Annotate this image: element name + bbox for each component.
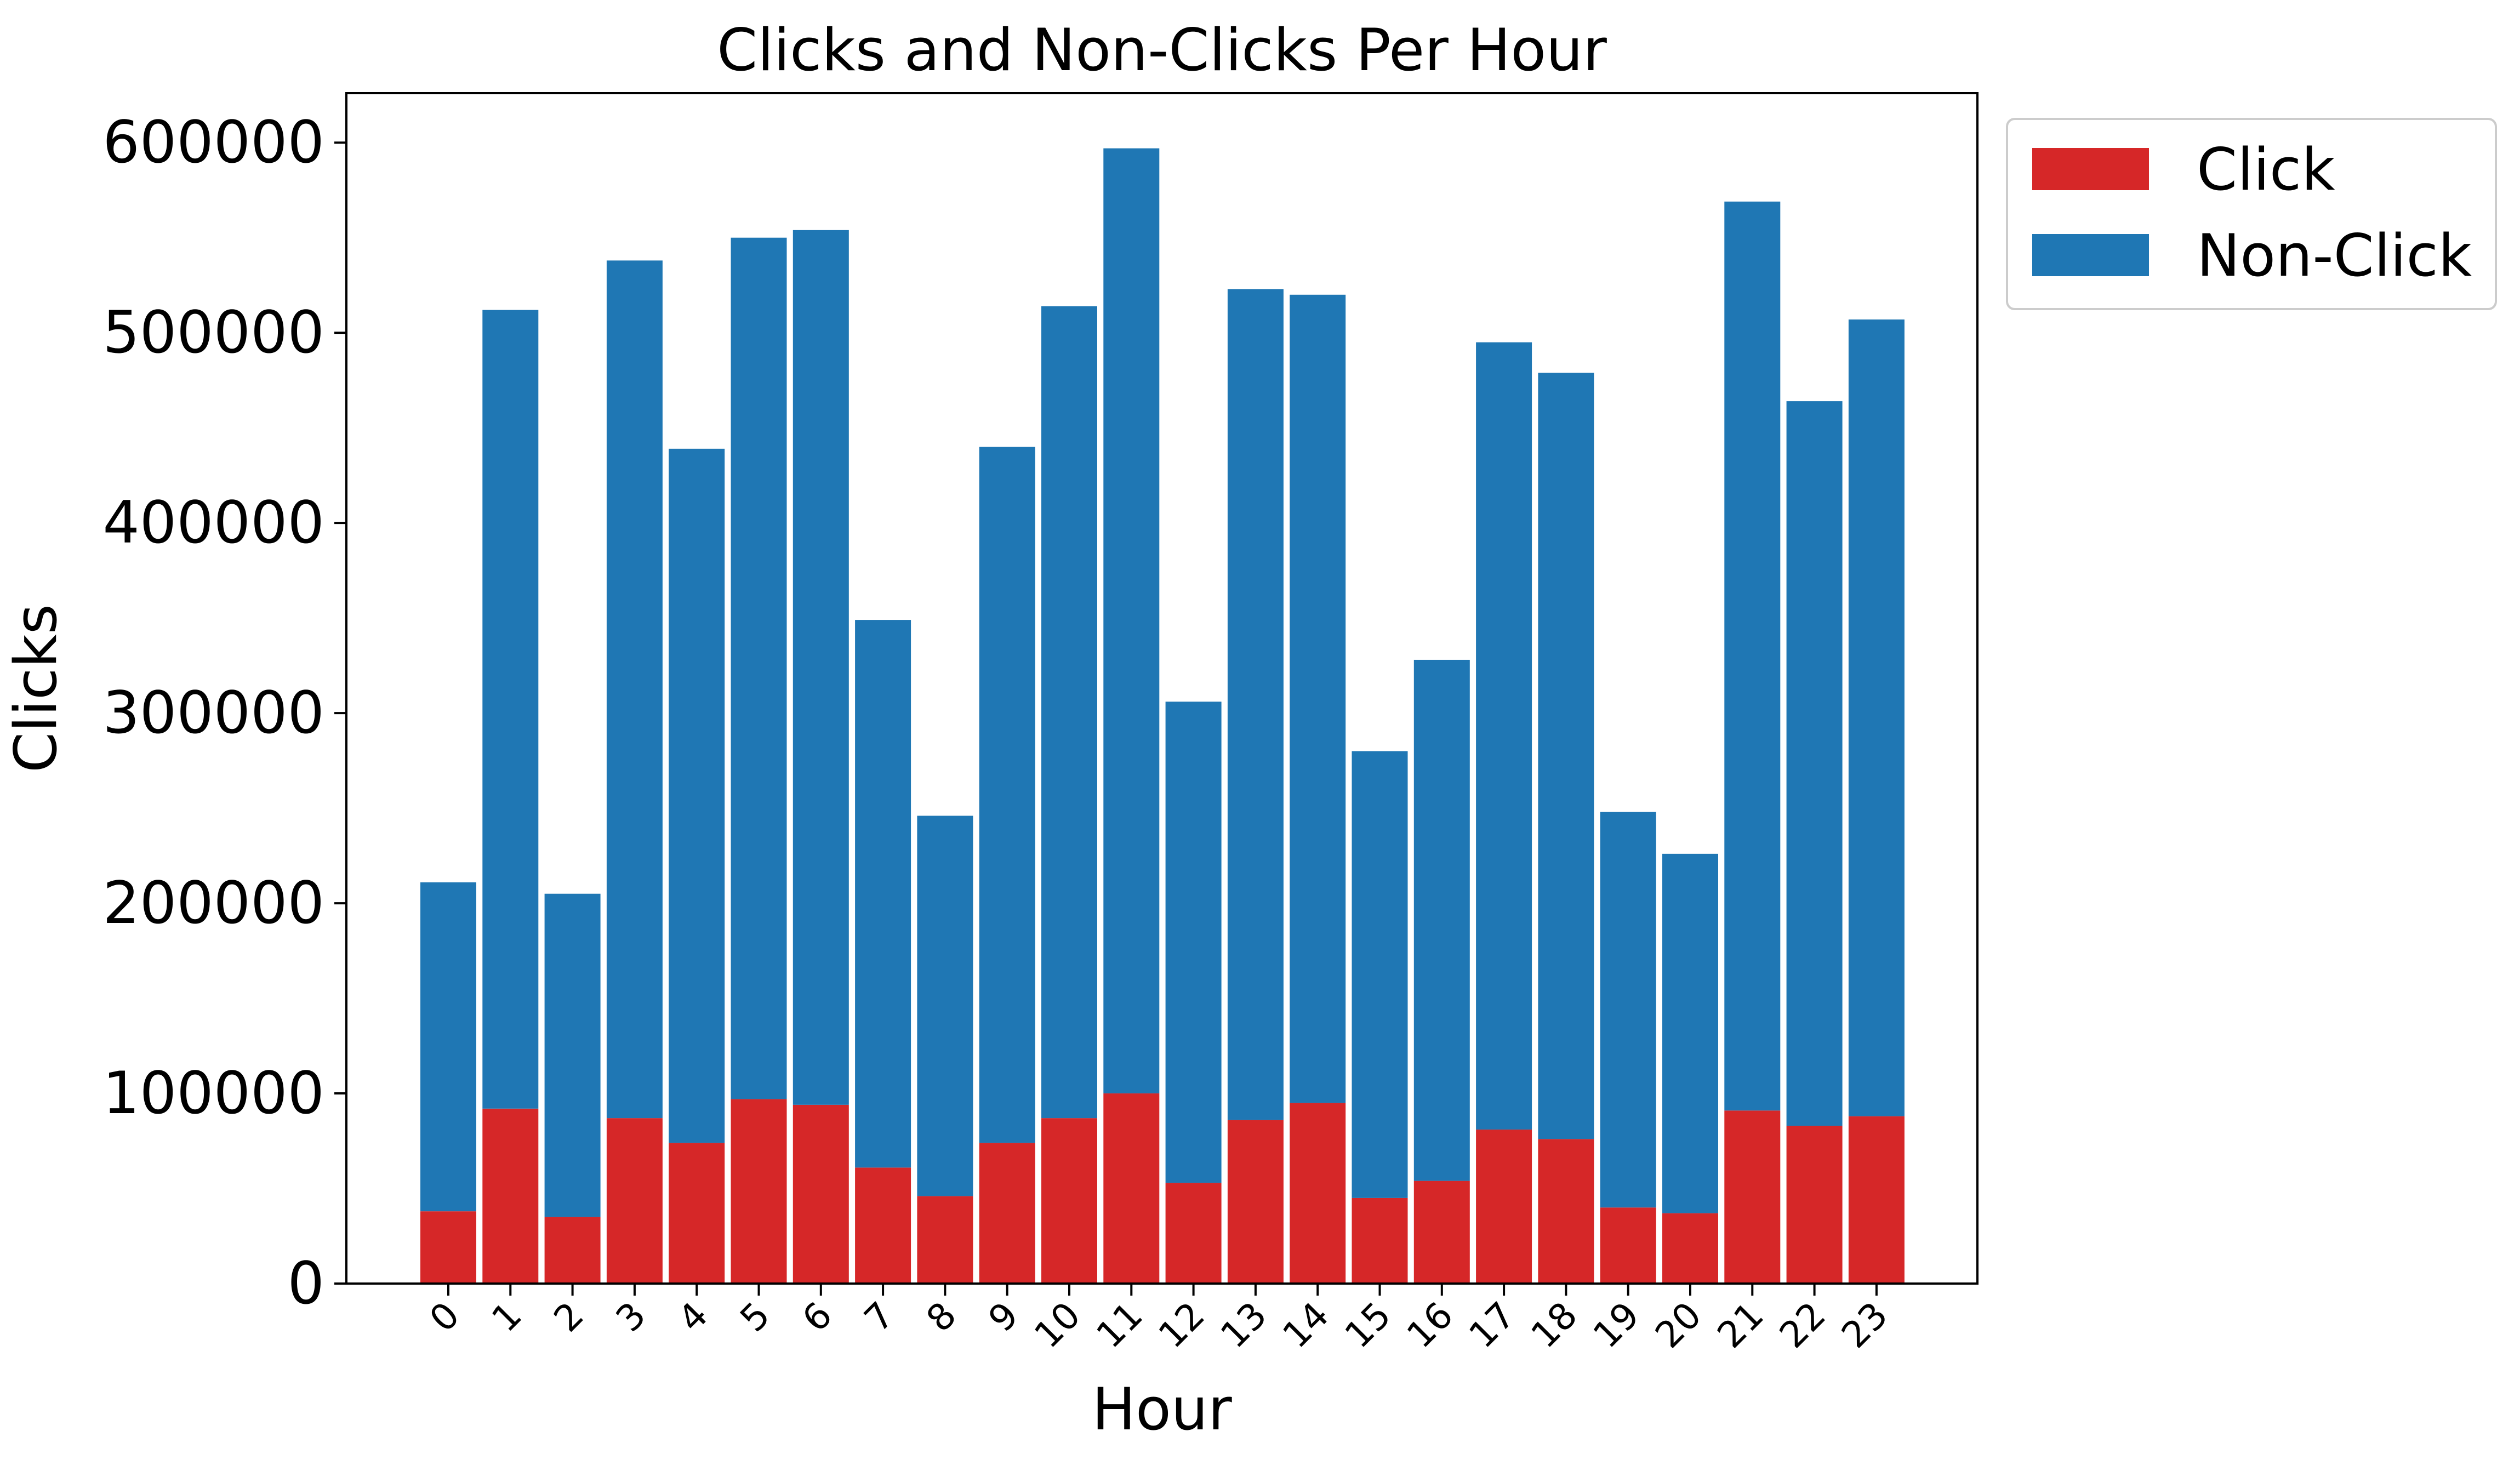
bar-non-click-hour-11 bbox=[1103, 148, 1160, 1094]
y-tick-label: 100000 bbox=[102, 1059, 324, 1127]
y-tick-label: 400000 bbox=[102, 489, 324, 556]
bar-non-click-hour-0 bbox=[420, 882, 476, 1212]
bar-click-hour-10 bbox=[1041, 1118, 1097, 1284]
x-tick-label: 0 bbox=[421, 1294, 467, 1340]
x-tick-label: 3 bbox=[608, 1294, 654, 1340]
chart-title: Clicks and Non-Clicks Per Hour bbox=[717, 16, 1607, 84]
bar-click-hour-22 bbox=[1786, 1126, 1843, 1284]
bar-non-click-hour-14 bbox=[1290, 294, 1346, 1103]
y-tick-label: 500000 bbox=[102, 299, 324, 366]
x-tick-label: 2 bbox=[546, 1294, 592, 1340]
bar-non-click-hour-22 bbox=[1786, 401, 1843, 1126]
bar-non-click-hour-12 bbox=[1165, 702, 1222, 1183]
bar-click-hour-6 bbox=[793, 1104, 849, 1284]
x-tick-label: 4 bbox=[670, 1294, 716, 1340]
bar-click-hour-4 bbox=[669, 1143, 725, 1284]
x-tick-label: 20 bbox=[1647, 1294, 1709, 1356]
x-tick-label: 7 bbox=[856, 1294, 902, 1340]
bar-non-click-hour-16 bbox=[1413, 659, 1470, 1181]
bar-click-hour-11 bbox=[1103, 1093, 1160, 1284]
bar-non-click-hour-21 bbox=[1724, 201, 1781, 1111]
x-tick-label: 12 bbox=[1150, 1294, 1213, 1356]
x-tick-label: 21 bbox=[1709, 1294, 1772, 1356]
bar-click-hour-8 bbox=[917, 1196, 973, 1284]
bar-click-hour-17 bbox=[1476, 1129, 1532, 1284]
bar-click-hour-23 bbox=[1848, 1116, 1905, 1284]
legend: Click Non-Click bbox=[2006, 118, 2497, 310]
bar-non-click-hour-10 bbox=[1041, 306, 1097, 1119]
bar-click-hour-19 bbox=[1600, 1207, 1656, 1284]
x-tick-label: 23 bbox=[1833, 1294, 1896, 1356]
x-tick-label: 10 bbox=[1026, 1294, 1088, 1356]
x-tick-label: 5 bbox=[732, 1294, 778, 1340]
bar-click-hour-2 bbox=[544, 1217, 601, 1284]
bar-click-hour-14 bbox=[1290, 1103, 1346, 1284]
x-axis-label: Hour bbox=[1092, 1376, 1232, 1443]
bar-non-click-hour-7 bbox=[855, 620, 911, 1168]
y-axis-label: Clicks bbox=[2, 604, 70, 773]
x-tick-label: 11 bbox=[1088, 1294, 1151, 1356]
x-tick-label: 17 bbox=[1461, 1294, 1524, 1356]
bar-click-hour-1 bbox=[482, 1108, 539, 1284]
bars-group bbox=[420, 148, 1905, 1284]
bar-click-hour-20 bbox=[1662, 1213, 1718, 1284]
bar-non-click-hour-20 bbox=[1662, 853, 1718, 1213]
x-tick-label: 9 bbox=[980, 1294, 1027, 1340]
bar-non-click-hour-3 bbox=[606, 260, 663, 1119]
x-tick-label: 18 bbox=[1523, 1294, 1586, 1356]
bar-click-hour-12 bbox=[1165, 1183, 1222, 1284]
bar-non-click-hour-9 bbox=[979, 447, 1035, 1143]
legend-swatch-non-click bbox=[2032, 234, 2149, 276]
bar-click-hour-7 bbox=[855, 1167, 911, 1284]
bar-non-click-hour-5 bbox=[731, 237, 787, 1099]
bar-non-click-hour-1 bbox=[482, 310, 539, 1109]
bar-click-hour-16 bbox=[1413, 1181, 1470, 1284]
bar-click-hour-9 bbox=[979, 1143, 1035, 1284]
bar-non-click-hour-18 bbox=[1538, 373, 1594, 1139]
x-tick-label: 1 bbox=[483, 1294, 529, 1340]
y-tick-label: 300000 bbox=[102, 679, 324, 746]
y-axis: 0 100000 200000 300000 400000 500000 600000 bbox=[102, 109, 346, 1317]
bar-non-click-hour-4 bbox=[669, 448, 725, 1143]
x-tick-label: 15 bbox=[1337, 1294, 1399, 1356]
x-tick-label: 13 bbox=[1212, 1294, 1275, 1356]
bar-click-hour-3 bbox=[606, 1118, 663, 1284]
legend-label-click: Click bbox=[2197, 136, 2335, 203]
x-tick-label: 6 bbox=[794, 1294, 840, 1340]
plot-frame bbox=[345, 92, 1979, 1285]
bar-click-hour-21 bbox=[1724, 1110, 1781, 1284]
bar-click-hour-13 bbox=[1227, 1120, 1284, 1284]
x-tick-label: 22 bbox=[1771, 1294, 1834, 1356]
bar-non-click-hour-2 bbox=[544, 893, 601, 1217]
bar-non-click-hour-8 bbox=[917, 816, 973, 1196]
bar-non-click-hour-19 bbox=[1600, 812, 1656, 1208]
bar-click-hour-5 bbox=[731, 1099, 787, 1284]
legend-label-non-click: Non-Click bbox=[2197, 222, 2472, 289]
bar-non-click-hour-15 bbox=[1352, 751, 1408, 1198]
legend-swatch-click bbox=[2032, 148, 2149, 190]
bar-non-click-hour-6 bbox=[793, 230, 849, 1105]
x-tick-label: 19 bbox=[1585, 1294, 1647, 1356]
y-tick-label: 200000 bbox=[102, 869, 324, 937]
bar-click-hour-18 bbox=[1538, 1139, 1594, 1284]
bar-non-click-hour-17 bbox=[1476, 342, 1532, 1130]
x-tick-label: 14 bbox=[1275, 1294, 1337, 1356]
x-tick-label: 8 bbox=[919, 1294, 965, 1340]
bar-click-hour-15 bbox=[1352, 1198, 1408, 1284]
x-tick-label: 16 bbox=[1399, 1294, 1461, 1356]
x-axis: 0 1 2 3 4 5 6 7 8 9 10 11 12 13 14 15 16 17 18 19 20 21 22 23 bbox=[421, 1284, 1896, 1356]
y-tick-label: 600000 bbox=[102, 109, 324, 176]
y-tick-label: 0 bbox=[288, 1250, 324, 1317]
bar-click-hour-0 bbox=[420, 1211, 476, 1284]
bar-non-click-hour-23 bbox=[1848, 319, 1905, 1116]
bar-non-click-hour-13 bbox=[1227, 289, 1284, 1120]
